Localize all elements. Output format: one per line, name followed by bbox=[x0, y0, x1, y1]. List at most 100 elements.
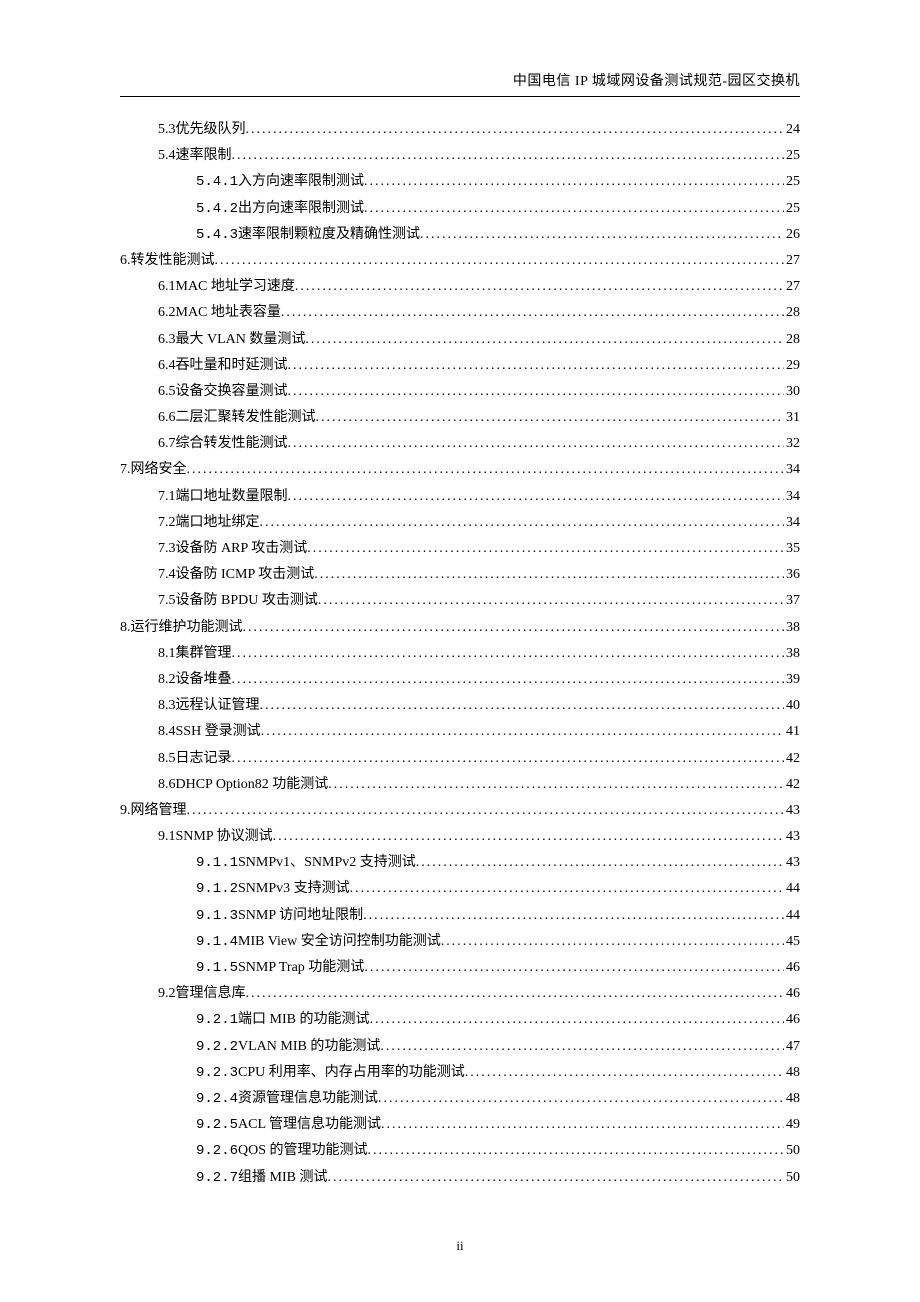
toc-leader-dots bbox=[288, 359, 785, 373]
toc-leader-dots bbox=[416, 856, 784, 870]
toc-page-number: 48 bbox=[784, 1066, 800, 1080]
toc-entry: 5.4.3 速率限制颗粒度及精确性测试 26 bbox=[120, 228, 800, 242]
toc-number: 5.4.3 bbox=[196, 228, 238, 242]
toc-leader-dots bbox=[381, 1118, 784, 1132]
toc-entry: 6.1 MAC 地址学习速度 27 bbox=[120, 280, 800, 294]
toc-entry: 5.4 速率限制25 bbox=[120, 149, 800, 163]
toc-page-number: 38 bbox=[784, 647, 800, 661]
toc-entry: 9.2 管理信息库46 bbox=[120, 987, 800, 1001]
toc-leader-dots bbox=[378, 1092, 784, 1106]
toc-page-number: 39 bbox=[784, 673, 800, 687]
toc-leader-dots bbox=[314, 568, 784, 582]
toc-title: 二层汇聚转发性能测试 bbox=[176, 411, 316, 425]
toc-entry: 9.1 SNMP 协议测试43 bbox=[120, 830, 800, 844]
toc-number: 6.4 bbox=[158, 359, 176, 373]
toc-title: 端口 MIB 的功能测试 bbox=[238, 1013, 369, 1027]
toc-leader-dots bbox=[369, 1013, 784, 1027]
toc-leader-dots bbox=[261, 725, 784, 739]
toc-title: 速率限制 bbox=[176, 149, 232, 163]
toc-leader-dots bbox=[246, 123, 785, 137]
toc-page-number: 26 bbox=[784, 228, 800, 242]
toc-title: DHCP Option82 功能测试 bbox=[176, 778, 329, 792]
toc-title: QOS 的管理功能测试 bbox=[238, 1144, 368, 1158]
toc-entry: 6. 转发性能测试 27 bbox=[120, 254, 800, 268]
toc-leader-dots bbox=[328, 778, 784, 792]
toc-leader-dots bbox=[232, 149, 785, 163]
toc-page-number: 32 bbox=[784, 437, 800, 451]
toc-title: 集群管理 bbox=[176, 647, 232, 661]
toc-leader-dots bbox=[305, 333, 784, 347]
toc-leader-dots bbox=[288, 437, 785, 451]
toc-number: 5.3 bbox=[158, 123, 176, 137]
toc-number: 6.5 bbox=[158, 385, 176, 399]
toc-number: 9.2.3 bbox=[196, 1066, 238, 1080]
toc-title: 吞吐量和时延测试 bbox=[176, 359, 288, 373]
toc-leader-dots bbox=[364, 202, 784, 216]
toc-page-number: 40 bbox=[784, 699, 800, 713]
toc-entry: 5.4.1 入方向速率限制测试25 bbox=[120, 175, 800, 189]
toc-page-number: 38 bbox=[784, 621, 800, 635]
toc-title: SNMP 协议测试 bbox=[176, 830, 273, 844]
toc-title: 优先级队列 bbox=[176, 123, 246, 137]
toc-page-number: 36 bbox=[784, 568, 800, 582]
toc-title: 端口地址数量限制 bbox=[176, 490, 288, 504]
toc-leader-dots bbox=[318, 594, 784, 608]
toc-number: 8. bbox=[120, 621, 131, 635]
toc-entry: 8.2 设备堆叠39 bbox=[120, 673, 800, 687]
document-page: 中国电信 IP 城域网设备测试规范-园区交换机 5.3 优先级队列245.4 速… bbox=[0, 0, 920, 1302]
toc-leader-dots bbox=[273, 830, 784, 844]
toc-leader-dots bbox=[288, 490, 785, 504]
toc-title: 出方向速率限制测试 bbox=[238, 202, 364, 216]
toc-title: SNMP 访问地址限制 bbox=[238, 909, 363, 923]
page-number: ii bbox=[0, 1238, 920, 1254]
toc-page-number: 30 bbox=[784, 385, 800, 399]
toc-title: 端口地址绑定 bbox=[176, 516, 260, 530]
toc-page-number: 43 bbox=[784, 856, 800, 870]
toc-title: 资源管理信息功能测试 bbox=[238, 1092, 378, 1106]
toc-number: 6.7 bbox=[158, 437, 176, 451]
toc-page-number: 44 bbox=[784, 882, 800, 896]
toc-page-number: 24 bbox=[784, 123, 800, 137]
toc-title: 日志记录 bbox=[176, 752, 232, 766]
toc-entry: 6.5 设备交换容量测试30 bbox=[120, 385, 800, 399]
toc-entry: 7.5 设备防 BPDU 攻击测试37 bbox=[120, 594, 800, 608]
toc-title: 组播 MIB 测试 bbox=[238, 1171, 327, 1185]
toc-entry: 9.2.5 ACL 管理信息功能测试49 bbox=[120, 1118, 800, 1132]
toc-title: 管理信息库 bbox=[176, 987, 246, 1001]
toc-page-number: 27 bbox=[784, 254, 800, 268]
toc-entry: 6.6 二层汇聚转发性能测试31 bbox=[120, 411, 800, 425]
toc-number: 6.3 bbox=[158, 333, 176, 347]
toc-title: SNMPv3 支持测试 bbox=[238, 882, 350, 896]
toc-leader-dots bbox=[380, 1040, 784, 1054]
toc-entry: 9.2.6 QOS 的管理功能测试50 bbox=[120, 1144, 800, 1158]
toc-entry: 6.7 综合转发性能测试 32 bbox=[120, 437, 800, 451]
toc-title: 速率限制颗粒度及精确性测试 bbox=[238, 228, 420, 242]
toc-entry: 9.1.4 MIB View 安全访问控制功能测试45 bbox=[120, 935, 800, 949]
toc-title: VLAN MIB 的功能测试 bbox=[238, 1040, 380, 1054]
toc-number: 9.2.6 bbox=[196, 1144, 238, 1158]
toc-page-number: 42 bbox=[784, 778, 800, 792]
toc-title: SSH 登录测试 bbox=[176, 725, 261, 739]
toc-number: 9.2.2 bbox=[196, 1040, 238, 1054]
toc-title: SNMP Trap 功能测试 bbox=[238, 961, 364, 975]
toc-page-number: 43 bbox=[784, 830, 800, 844]
toc-number: 8.5 bbox=[158, 752, 176, 766]
toc-entry: 6.2 MAC 地址表容量 28 bbox=[120, 306, 800, 320]
toc-entry: 9.2.7 组播 MIB 测试50 bbox=[120, 1171, 800, 1185]
toc-title: ACL 管理信息功能测试 bbox=[238, 1118, 381, 1132]
toc-entry: 8. 运行维护功能测试 38 bbox=[120, 621, 800, 635]
toc-page-number: 25 bbox=[784, 202, 800, 216]
toc-leader-dots bbox=[307, 542, 784, 556]
toc-number: 9.1.1 bbox=[196, 856, 238, 870]
toc-page-number: 28 bbox=[784, 306, 800, 320]
toc-title: 综合转发性能测试 bbox=[176, 437, 288, 451]
toc-entry: 9.2.2 VLAN MIB 的功能测试47 bbox=[120, 1040, 800, 1054]
toc-entry: 7. 网络安全 34 bbox=[120, 463, 800, 477]
toc-entry: 6.3 最大 VLAN 数量测试 28 bbox=[120, 333, 800, 347]
toc-entry: 9.1.2 SNMPv3 支持测试44 bbox=[120, 882, 800, 896]
toc-number: 9.2.1 bbox=[196, 1013, 238, 1027]
toc-number: 8.3 bbox=[158, 699, 176, 713]
toc-entry: 9.1.1 SNMPv1、SNMPv2 支持测试43 bbox=[120, 856, 800, 870]
toc-number: 7.3 bbox=[158, 542, 176, 556]
toc-leader-dots bbox=[295, 280, 784, 294]
